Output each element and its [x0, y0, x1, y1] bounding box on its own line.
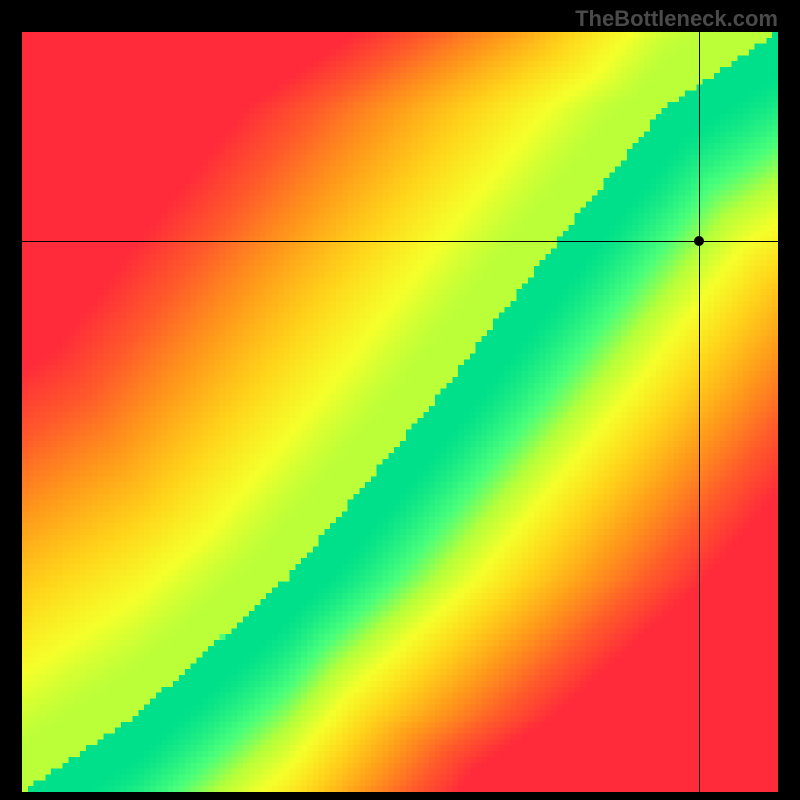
crosshair-horizontal: [22, 241, 778, 242]
chart-container: TheBottleneck.com: [0, 0, 800, 800]
crosshair-vertical: [699, 32, 700, 792]
bottleneck-heatmap: [22, 32, 778, 792]
watermark-text: TheBottleneck.com: [575, 6, 778, 32]
